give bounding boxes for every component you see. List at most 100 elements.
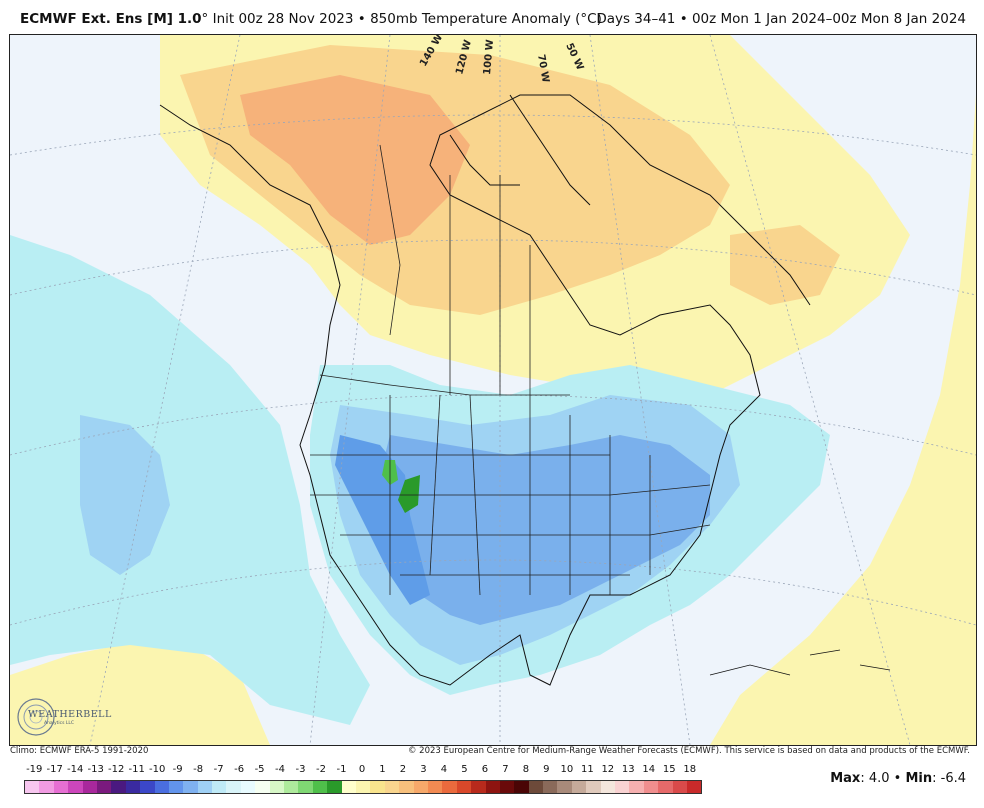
- legend-swatch: [686, 781, 702, 793]
- legend-swatch: [471, 781, 486, 793]
- legend-tick-label: -6: [234, 764, 245, 775]
- legend-tick-label: 10: [560, 764, 574, 775]
- legend-swatch: [658, 781, 673, 793]
- legend-tick-label: -13: [87, 764, 104, 775]
- legend-tick-label: -14: [67, 764, 84, 775]
- islands: [709, 649, 891, 676]
- legend-tick-label: 7: [502, 764, 509, 775]
- lon-label-100w: 100 W: [482, 39, 496, 75]
- legend-swatch: [312, 781, 328, 793]
- legend-swatch: [370, 781, 385, 793]
- legend-swatch: [68, 781, 83, 793]
- legend-tick-label: 6: [481, 764, 489, 775]
- legend-swatch: [53, 781, 69, 793]
- legend-swatch: [327, 781, 342, 793]
- legend-tick-label: 9: [543, 764, 550, 775]
- legend-swatch: [672, 781, 687, 793]
- legend-tick-label: -4: [275, 764, 286, 775]
- anomaly-map: 140 W 120 W 100 W 70 W 50 W: [10, 35, 976, 745]
- legend-labels: -19 -17 -14 -13 -12 -11 -10 -9 -8 -7 -6 -5 -4 -3 -2 -1 0…: [20, 764, 700, 778]
- legend-swatch: [212, 781, 227, 793]
- legend-tick-label: -17: [46, 764, 63, 775]
- legend-tick-label: -7: [213, 764, 224, 775]
- legend-tick-label: 12: [601, 764, 615, 775]
- legend-swatch: [571, 781, 587, 793]
- legend-tick-label: -2: [316, 764, 327, 775]
- legend-swatch: [269, 781, 285, 793]
- logo-swirl-icon: [17, 698, 55, 736]
- legend-tick-label: -9: [172, 764, 183, 775]
- legend-tick-label: 2: [399, 764, 407, 775]
- legend-swatch: [125, 781, 141, 793]
- legend-tick-label: -10: [148, 764, 166, 775]
- warm-region-orange-east: [730, 225, 840, 305]
- logo-subtext: Analytics LLC: [44, 721, 75, 726]
- legend-swatch: [600, 781, 616, 793]
- legend-swatch: [255, 781, 270, 793]
- legend-tick-label: 4: [440, 764, 448, 775]
- legend-swatch: [456, 781, 472, 793]
- max-value: : 4.0: [860, 771, 890, 786]
- legend-tick-label: 14: [642, 764, 656, 775]
- climo-credit: Climo: ECMWF ERA-5 1991-2020: [10, 746, 149, 756]
- legend-swatch: [442, 781, 457, 793]
- legend-tick-label: 8: [522, 764, 530, 775]
- legend-swatch: [168, 781, 184, 793]
- legend-tick-label: 18: [683, 764, 697, 775]
- lon-label-70w: 70 W: [535, 54, 551, 84]
- legend-swatch: [643, 781, 659, 793]
- legend-swatch: [140, 781, 155, 793]
- legend-swatch: [82, 781, 97, 793]
- coastlines: [159, 94, 811, 686]
- legend-tick-label: -19: [26, 764, 43, 775]
- legend-swatch: [96, 781, 112, 793]
- min-label: Min: [905, 771, 933, 786]
- cool-region-pacific: [10, 235, 370, 725]
- title-separator: •: [357, 11, 366, 27]
- min-value: : -6.4: [932, 771, 966, 786]
- legend-swatch: [298, 781, 313, 793]
- legend-tick-label: 13: [621, 764, 635, 775]
- map-panel: 140 W 120 W 100 W 70 W 50 W WEATHERBELL …: [9, 34, 977, 746]
- legend-tick-label: -12: [108, 764, 125, 775]
- legend-swatch: [629, 781, 644, 793]
- legend-tick-label: 1: [379, 764, 386, 775]
- weatherbell-logo: WEATHERBELL Analytics LLC: [14, 695, 111, 739]
- max-label: Max: [830, 771, 861, 786]
- legend-swatch: [39, 781, 54, 793]
- legend-swatch: [557, 781, 572, 793]
- legend-swatch: [226, 781, 241, 793]
- legend-tick-label: 15: [662, 764, 676, 775]
- warm-region-deep-orange: [240, 75, 470, 245]
- cool-region-blue: [380, 435, 710, 625]
- legend-swatch: [154, 781, 169, 793]
- legend-swatch: [514, 781, 529, 793]
- cool-region-deep: [335, 435, 430, 605]
- legend-tick-label: 11: [580, 764, 594, 775]
- copyright-credit: © 2023 European Centre for Medium-Range …: [407, 746, 970, 756]
- degree-mark: °: [201, 11, 209, 27]
- legend-swatch: [543, 781, 558, 793]
- legend-swatch: [284, 781, 299, 793]
- warm-region-atlantic: [710, 95, 976, 745]
- legend-colorbar: [24, 780, 702, 794]
- legend-swatch: [615, 781, 630, 793]
- legend-swatch: [586, 781, 601, 793]
- legend-swatch: [427, 781, 443, 793]
- map-title: ECMWF Ext. Ens [M] 1.0° Init 00z 28 Nov …: [20, 11, 602, 27]
- legend-swatch: [528, 781, 544, 793]
- legend-tick-label: -8: [193, 764, 204, 775]
- legend-tick-label: 3: [420, 764, 427, 775]
- legend-tick-label: -5: [254, 764, 265, 775]
- legend-swatch: [197, 781, 213, 793]
- legend-swatch: [183, 781, 198, 793]
- legend-tick-label: -11: [128, 764, 145, 775]
- legend-swatch: [341, 781, 356, 793]
- legend-swatch: [240, 781, 256, 793]
- legend-tick-label: 5: [461, 764, 468, 775]
- legend-tick-label: -3: [295, 764, 306, 775]
- state-borders: [310, 144, 711, 596]
- cold-core-green-2: [398, 475, 420, 513]
- cool-region-pacific-blob: [80, 415, 170, 575]
- legend-swatch: [25, 781, 40, 793]
